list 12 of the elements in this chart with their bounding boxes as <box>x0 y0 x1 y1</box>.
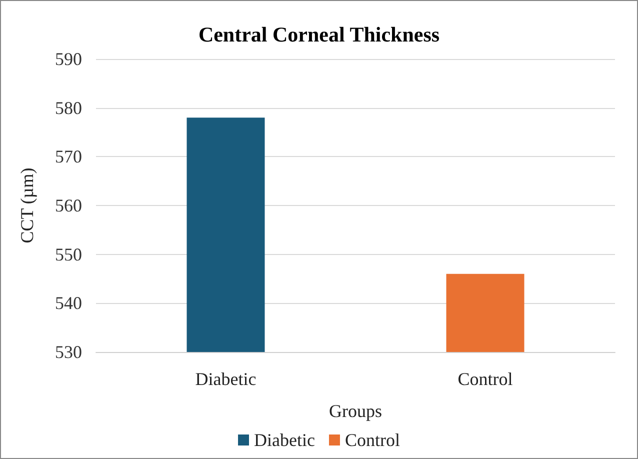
y-axis-title: CCT (µm) <box>17 168 37 244</box>
x-axis-title: Groups <box>329 401 382 421</box>
y-tick-label: 530 <box>55 342 82 362</box>
y-tick-label: 560 <box>55 196 82 216</box>
y-tick-label: 570 <box>55 146 82 167</box>
legend-label: Diabetic <box>254 430 315 450</box>
legend-label: Control <box>344 430 400 450</box>
y-tick-label: 550 <box>55 244 82 264</box>
chart-title: Central Corneal Thickness <box>198 22 440 46</box>
y-tick-label: 580 <box>55 98 82 118</box>
y-tick-label: 590 <box>55 49 82 69</box>
y-tick-label: 540 <box>55 293 82 314</box>
